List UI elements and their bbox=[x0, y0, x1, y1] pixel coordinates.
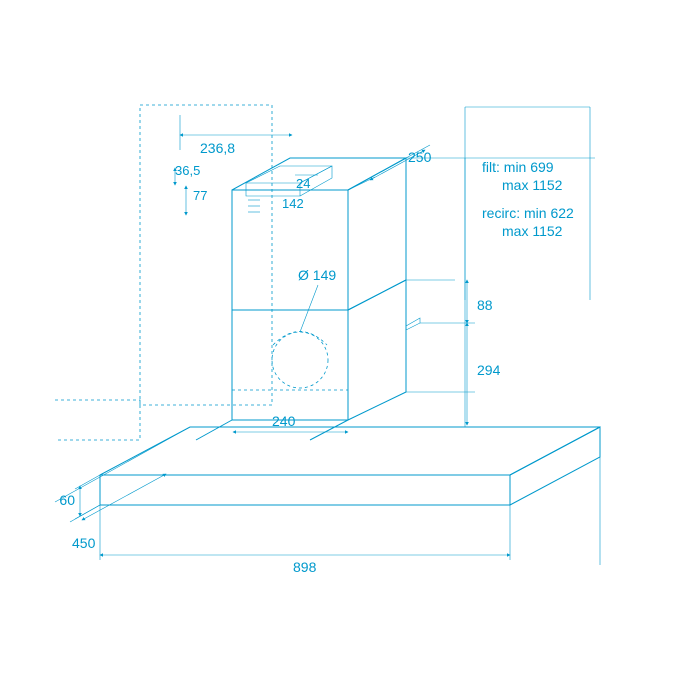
dim-chimney-depth: 250 bbox=[408, 149, 432, 165]
dim-inner2: 142 bbox=[282, 196, 304, 211]
dim-duct-dia: Ø 149 bbox=[298, 267, 336, 283]
hood-slab bbox=[100, 427, 600, 505]
dim-top-width: 236,8 bbox=[200, 140, 235, 156]
chimney-top bbox=[232, 158, 406, 310]
dim-recirc-max: max 1152 bbox=[502, 223, 563, 239]
dim-bottom-width: 898 bbox=[293, 559, 317, 575]
dim-mid-right1: 88 bbox=[477, 297, 493, 313]
dim-upper-left2: 77 bbox=[193, 188, 207, 203]
dim-upper-left1: 36,5 bbox=[175, 163, 200, 178]
dim-mid-right2: 294 bbox=[477, 362, 501, 378]
dim-bottom-left1: 60 bbox=[59, 492, 75, 508]
dim-bottom-left2: 450 bbox=[72, 535, 96, 551]
motor-box bbox=[232, 280, 406, 420]
dim-mid-width: 240 bbox=[272, 413, 296, 429]
dim-inner1: 24 bbox=[296, 176, 310, 191]
dim-recirc-min: recirc: min 622 bbox=[482, 205, 574, 221]
technical-drawing: 236,8 36,5 77 24 142 250 filt: min 699 m… bbox=[0, 0, 700, 700]
dim-filt-max: max 1152 bbox=[502, 177, 563, 193]
dim-filt-min: filt: min 699 bbox=[482, 159, 554, 175]
